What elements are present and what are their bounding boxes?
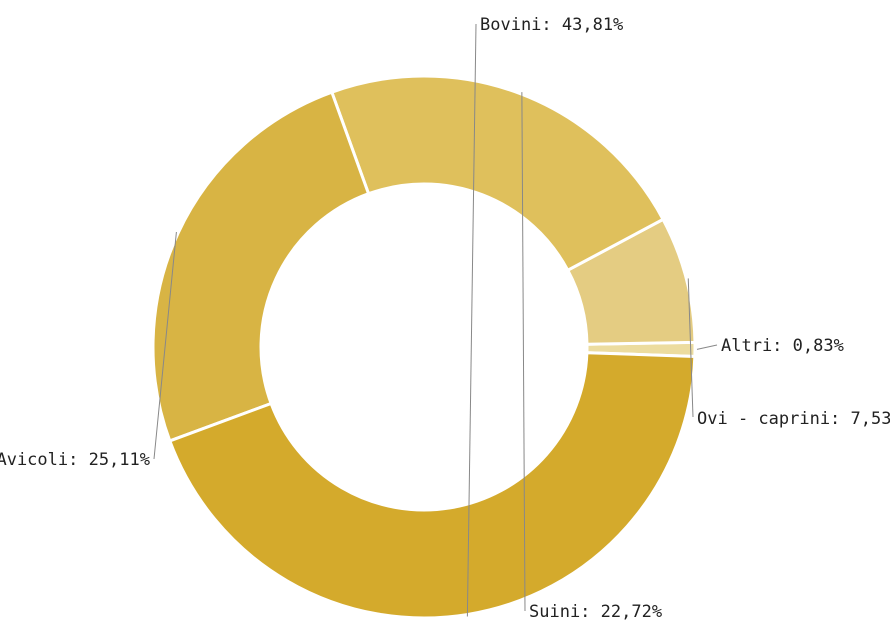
slice-labels: Altri: 0,83% Ovi - caprini: 7,53% Suini:… [0, 15, 890, 622]
slice-label-bovini: Bovini: 43,81% [480, 15, 623, 35]
slice-avicoli [151, 90, 371, 443]
leader-line [466, 23, 477, 617]
donut-slices [151, 74, 697, 620]
slice-label-suini: Suini: 22,72% [529, 602, 662, 622]
slice-suini [329, 74, 666, 273]
slice-label-altri: Altri: 0,83% [721, 336, 844, 356]
leader-line [521, 92, 526, 612]
leader-line [687, 278, 694, 418]
slice-label-avicoli: Avicoli: 25,11% [0, 450, 150, 470]
leader-line [696, 344, 718, 350]
slice-label-ovi-caprini: Ovi - caprini: 7,53% [697, 409, 890, 429]
slice-bovini [167, 351, 697, 620]
leader-lines [153, 23, 718, 617]
leader-line [153, 231, 177, 460]
